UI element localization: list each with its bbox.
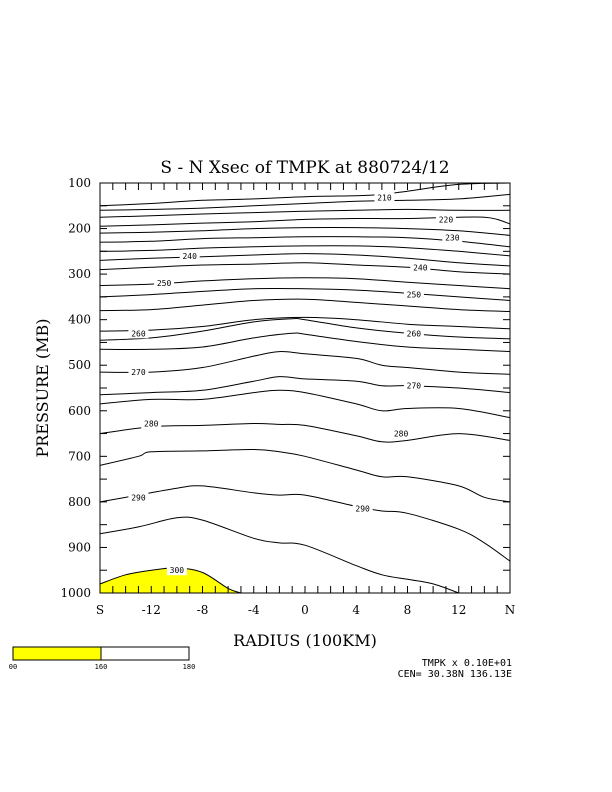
contour-label-bg	[403, 380, 424, 391]
contour-label-bg	[403, 289, 424, 300]
contour-line-11	[99, 298, 511, 312]
contour-label-260: 260	[131, 329, 146, 338]
contour-label-bg	[410, 262, 431, 273]
axis-ticks-layer	[99, 182, 511, 594]
x-tick-label: 0	[301, 603, 309, 617]
contour-label-290: 290	[131, 493, 146, 502]
contour-label-bg	[179, 250, 200, 261]
x-tick-label: 4	[352, 603, 360, 617]
y-tick-label: 500	[68, 358, 91, 372]
contour-line-15	[99, 351, 511, 375]
contour-label-270: 270	[407, 382, 422, 391]
y-tick-label: 600	[68, 404, 91, 418]
x-axis-label: RADIUS (100KM)	[233, 631, 377, 650]
contour-label-bg	[128, 492, 149, 503]
contour-label-bg	[391, 428, 412, 439]
contour-label-bg	[403, 328, 424, 339]
y-axis-label: PRESSURE (MB)	[33, 318, 52, 457]
contour-label-bg	[442, 232, 463, 243]
x-tick-label: -4	[248, 603, 260, 617]
contour-label-280: 280	[144, 420, 159, 429]
contour-line-21	[99, 516, 459, 594]
chart-title: S - N Xsec of TMPK at 880724/12	[160, 158, 449, 178]
y-tick-label: 700	[68, 449, 91, 463]
x-tick-label: S	[96, 603, 104, 617]
color-legend: 00 160 180	[9, 646, 196, 671]
legend-label-0: 00	[9, 663, 17, 671]
contour-labels-layer: 210 220 230 240 240 250 250 260 260 270 270 280 280 2…	[128, 192, 463, 576]
contour-line-20	[99, 485, 511, 562]
contour-label-bg	[128, 367, 149, 378]
y-tick-label: 800	[68, 495, 91, 509]
y-tick-labels: 100 200 300 400 500 600 700 800 900 1000	[60, 176, 91, 600]
contour-line-0	[99, 182, 511, 207]
contour-label-250: 250	[157, 279, 172, 288]
x-tick-label: -12	[142, 603, 161, 617]
contour-label-250: 250	[407, 291, 422, 300]
contour-label-270: 270	[131, 368, 146, 377]
plot-frame	[99, 182, 511, 594]
contour-line-19	[99, 448, 511, 503]
contour-label-240: 240	[182, 252, 197, 261]
contour-line-17	[99, 389, 511, 419]
field-info-line: TMPK x 0.10E+01	[422, 658, 512, 669]
x-tick-label: 8	[404, 603, 412, 617]
y-tick-label: 300	[68, 267, 91, 281]
x-tick-label: N	[505, 603, 516, 617]
contour-line-13	[99, 317, 511, 341]
contour-label-bg	[374, 192, 395, 203]
contour-label-bg	[435, 214, 456, 225]
contour-line-14	[99, 332, 511, 353]
contour-label-230: 230	[445, 234, 460, 243]
legend-label-1: 160	[95, 663, 108, 671]
x-tick-labels: S -12 -8 -4 0 4 8 12 N	[96, 603, 515, 617]
contour-label-bg	[166, 565, 187, 576]
contour-label-300: 300	[170, 566, 185, 575]
contour-lines-layer	[99, 182, 511, 594]
contour-line-6	[99, 245, 511, 257]
contour-line-4	[99, 227, 511, 236]
y-tick-label: 900	[68, 540, 91, 554]
contour-label-280: 280	[394, 430, 409, 439]
contour-line-1	[99, 193, 511, 211]
contour-label-220: 220	[439, 215, 454, 224]
contour-line-18	[99, 422, 511, 443]
contour-label-240: 240	[413, 263, 428, 272]
y-tick-label: 200	[68, 222, 91, 236]
contour-line-7	[99, 253, 511, 267]
center-info-line: CEN= 30.38N 136.13E	[398, 669, 512, 680]
legend-swatch-fill	[12, 646, 102, 661]
legend-swatch-empty	[100, 646, 190, 661]
x-tick-label: 12	[451, 603, 466, 617]
x-tick-label: -8	[197, 603, 209, 617]
y-tick-label: 400	[68, 313, 91, 327]
contour-line-16	[99, 376, 511, 396]
contour-line-2	[99, 208, 511, 218]
contour-label-260: 260	[407, 329, 422, 338]
contour-label-bg	[352, 503, 373, 514]
contour-label-bg	[141, 418, 162, 429]
contour-line-10	[99, 287, 511, 301]
contour-line-8	[99, 262, 511, 275]
contour-label-290: 290	[355, 505, 370, 514]
contour-line-3	[99, 216, 511, 227]
legend-label-2: 180	[183, 663, 196, 671]
contour-label-bg	[128, 328, 149, 339]
y-tick-label: 100	[68, 176, 91, 190]
contour-label-bg	[154, 278, 175, 289]
contour-label-210: 210	[377, 194, 392, 203]
y-tick-label: 1000	[60, 586, 91, 600]
contour-line-12	[99, 316, 511, 332]
